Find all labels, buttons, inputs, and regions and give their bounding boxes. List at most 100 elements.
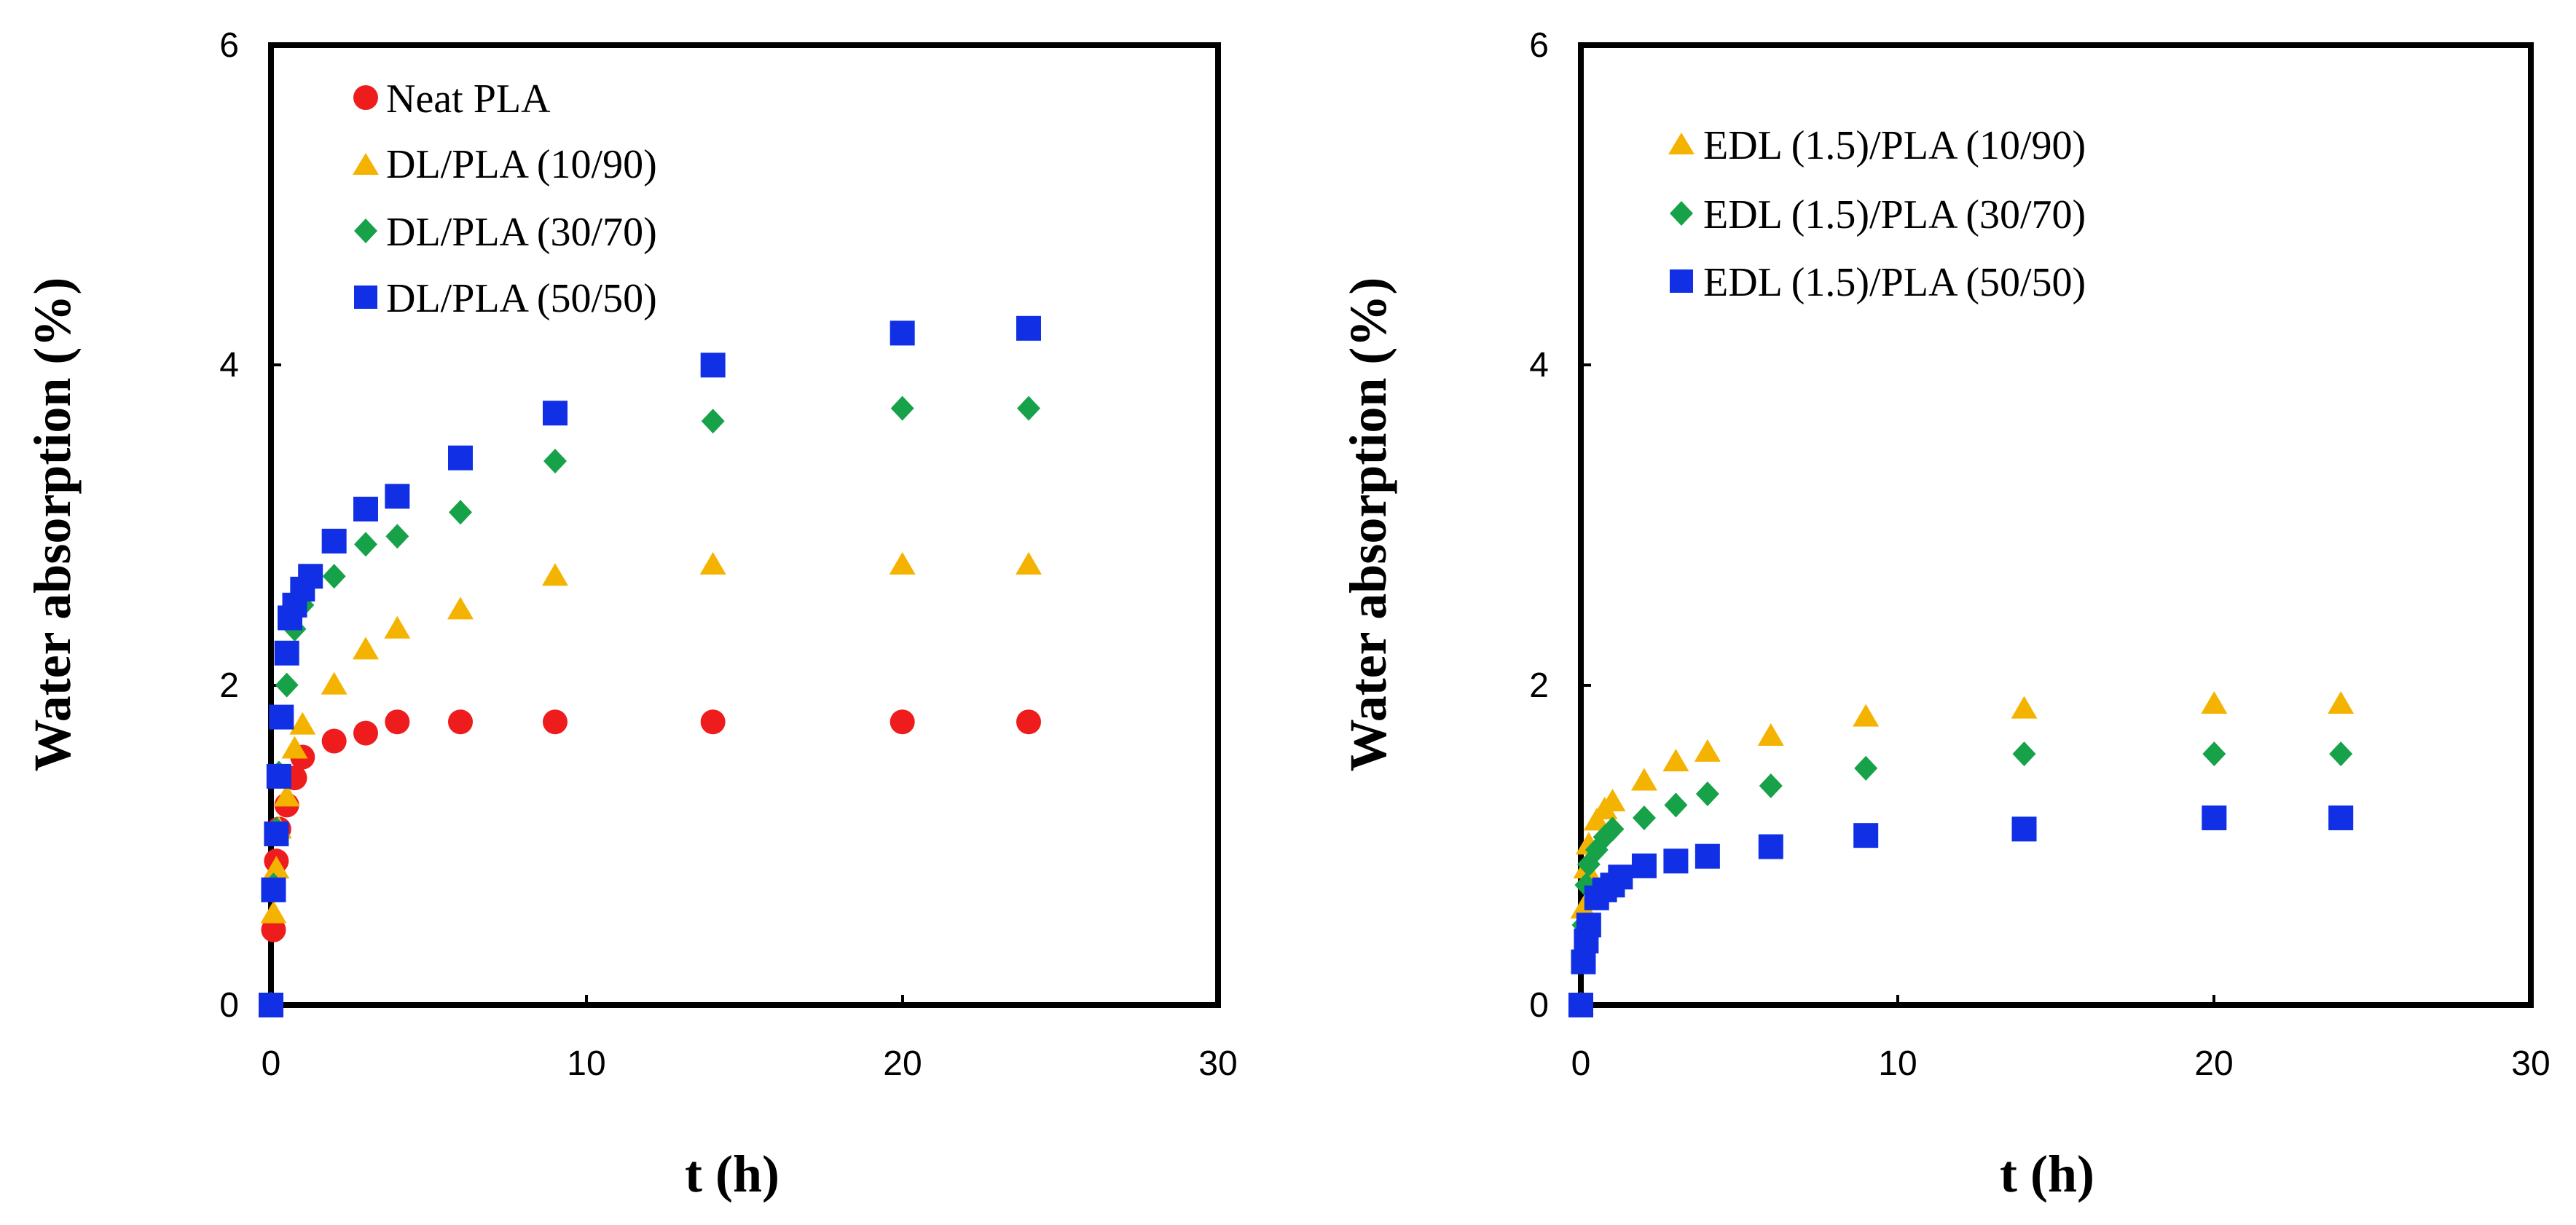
data-point-triangle [263,856,290,879]
data-points [1568,691,2355,1017]
data-point-diamond [2329,741,2353,767]
y-axis-title: Water absorption (%) [23,277,82,772]
x-tick-label: 30 [2511,1044,2550,1083]
y-tick-label: 0 [219,986,239,1025]
data-point-square [1663,848,1689,874]
legend-item: EDL (1.5)/PLA (30/70) [1670,192,2086,237]
x-tick-label: 0 [1571,1044,1591,1083]
data-point-diamond [275,672,299,698]
data-point-triangle [353,637,379,660]
legend-item: DL/PLA (50/50) [354,276,657,321]
data-point-triangle [2328,691,2355,714]
data-point-circle [261,917,286,942]
chart-left: 0 2 4 6 0 10 20 30 t (h) Water absorptio… [23,26,1238,1203]
legend: EDL (1.5)/PLA (10/90) EDL (1.5)/PLA (30/… [1668,123,2086,305]
data-point-square [1016,315,1041,341]
legend-marker-triangle [1668,133,1695,154]
legend-item: DL/PLA (30/70) [354,210,657,255]
data-point-triangle [889,551,916,575]
data-point-diamond [890,395,914,421]
data-point-square [298,564,323,589]
data-point-triangle [289,712,316,735]
y-tick-labels: 0 2 4 6 [219,26,239,1025]
data-point-square [700,352,726,378]
data-point-square [1631,853,1657,878]
legend-label: DL/PLA (10/90) [386,142,657,187]
x-tick-label: 10 [1878,1044,1917,1083]
y-tick-label: 2 [219,666,239,705]
data-point-triangle [447,596,474,620]
data-point-triangle [2011,696,2038,719]
legend-item: EDL (1.5)/PLA (10/90) [1668,123,2086,168]
legend-item: DL/PLA (10/90) [353,142,657,187]
data-point-circle [543,709,568,735]
x-tick-label: 30 [1198,1044,1237,1083]
data-point-diamond [2012,741,2036,767]
data-point-square [264,821,289,846]
data-point-square [321,528,347,554]
legend-marker-square [354,285,377,309]
data-point-square [274,640,299,666]
legend-item: EDL (1.5)/PLA (50/50) [1670,260,2086,305]
legend: Neat PLA DL/PLA (10/90) DL/PLA (30/70) D… [353,76,657,321]
plot-frame [268,42,1221,1008]
legend-marker-diamond [354,218,377,243]
x-axis-title: t (h) [685,1145,780,1203]
data-point-square [543,401,568,426]
plot-frame [1578,42,2534,1008]
y-tick-label: 2 [1529,666,1549,705]
data-point-square [261,877,286,902]
data-point-square [259,993,283,1017]
data-point-square [2328,805,2354,830]
x-tick-labels: 0 10 20 30 [1571,1044,2551,1083]
data-point-triangle [1016,551,1042,575]
y-tick-label: 4 [1529,346,1549,385]
data-point-triangle [1853,704,1880,727]
data-point-square [1853,823,1879,848]
data-point-diamond [1759,773,1783,799]
data-point-diamond [1695,781,1719,807]
data-point-square [269,704,294,730]
y-axis-title: Water absorption (%) [1339,277,1397,772]
data-point-triangle [2201,691,2228,714]
x-tick-label: 0 [262,1044,281,1083]
data-point-diamond [1632,805,1656,830]
legend-item: Neat PLA [353,76,551,122]
data-point-square [385,484,410,509]
data-point-diamond [1017,395,1040,421]
data-point-diamond [1601,816,1625,842]
data-point-circle [321,728,347,754]
data-point-square [1608,864,1633,890]
legend-label: EDL (1.5)/PLA (30/70) [1703,192,2086,237]
y-tick-label: 0 [1529,986,1549,1025]
data-point-diamond [322,564,346,589]
legend-label: DL/PLA (30/70) [386,210,657,255]
data-point-triangle [384,615,411,639]
data-point-diamond [2202,741,2226,767]
data-point-square [1568,993,1593,1017]
legend-marker-triangle [353,153,379,175]
legend-label: DL/PLA (50/50) [386,276,657,321]
data-point-circle [448,709,473,735]
data-point-square [353,497,378,522]
x-tick-label: 20 [883,1044,922,1083]
data-point-diamond [1664,792,1688,818]
legend-label: Neat PLA [386,76,551,122]
x-axis-title: t (h) [2000,1145,2094,1203]
data-point-triangle [1694,738,1721,762]
data-point-square [1695,843,1720,869]
x-tick-label: 20 [2194,1044,2233,1083]
data-point-square [1571,949,1596,974]
data-point-circle [353,720,378,746]
data-point-triangle [1630,768,1657,791]
data-point-square [448,445,473,470]
data-points [258,315,1042,1017]
data-point-diamond [543,449,567,474]
data-point-triangle [542,563,568,586]
data-point-square [266,763,291,789]
y-tick-label: 6 [219,26,239,65]
data-point-diamond [385,524,409,549]
legend-label: EDL (1.5)/PLA (50/50) [1703,260,2086,305]
data-point-circle [890,709,915,735]
